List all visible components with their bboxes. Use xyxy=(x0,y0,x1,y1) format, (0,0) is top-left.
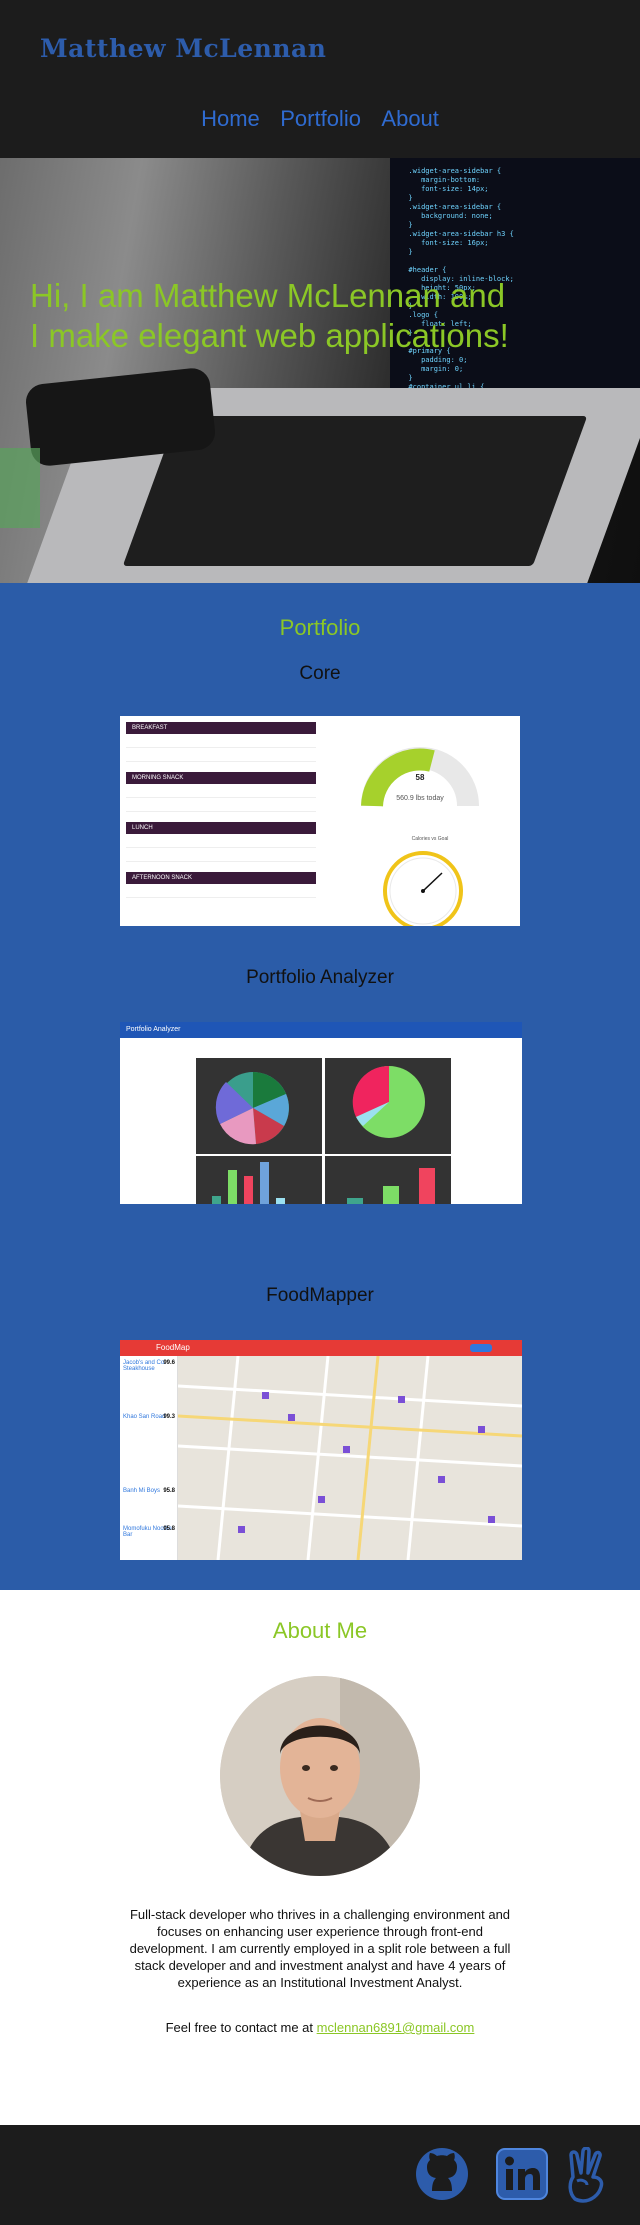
fm-map xyxy=(177,1355,522,1560)
fm-place-score: 95.8 xyxy=(163,1526,175,1532)
fm-place-name: Banh Mi Boys xyxy=(123,1488,161,1494)
meal-row xyxy=(126,734,316,748)
nav-about-link[interactable]: About xyxy=(381,106,439,131)
hero-line-2: I make elegant web applications! xyxy=(30,317,509,354)
portfolio-section: Portfolio Core BREAKFAST MORNING SNACK L… xyxy=(0,583,640,1590)
hero-paper xyxy=(0,448,40,528)
fm-place-name: Khao San Road xyxy=(123,1414,166,1420)
fm-place-name: Momofuku Noodle Bar xyxy=(123,1526,172,1538)
core-gauge2-title: Calories vs Goal xyxy=(411,836,449,842)
core-calorie-gauge xyxy=(383,851,463,926)
angellist-icon[interactable] xyxy=(565,2146,611,2208)
about-title: About Me xyxy=(272,1618,368,1643)
fm-map-roads xyxy=(177,1355,522,1560)
meal-header: MORNING SNACK xyxy=(126,772,316,784)
site-header: Matthew McLennan Home Portfolio About xyxy=(0,0,640,158)
core-gauge-value: 58 xyxy=(415,773,425,782)
meal-header: LUNCH xyxy=(126,822,316,834)
portfolio-title: Portfolio xyxy=(279,615,361,640)
project-preview-portfolio-analyzer[interactable]: Portfolio Analyzer xyxy=(120,1022,522,1204)
pa-panel-bar-1 xyxy=(196,1156,322,1204)
project-preview-core[interactable]: BREAKFAST MORNING SNACK LUNCH AFTERNOON … xyxy=(120,716,520,926)
meal-header: BREAKFAST xyxy=(126,722,316,734)
project-title-core: Core xyxy=(299,663,341,684)
project-preview-foodmapper[interactable]: FoodMap Jacob's and Co. Steakhouse 99.6 … xyxy=(120,1340,522,1560)
site-footer xyxy=(0,2125,640,2225)
pa-pie-chart-2 xyxy=(352,1065,425,1138)
email-link[interactable]: mclennan6891@gmail.com xyxy=(316,2020,475,2035)
nav-portfolio-link[interactable]: Portfolio xyxy=(280,106,361,131)
meal-header: AFTERNOON SNACK xyxy=(126,872,316,884)
fm-app-title: FoodMap xyxy=(120,1340,522,1356)
pa-panel-pie-1 xyxy=(196,1058,322,1154)
meal-row xyxy=(126,798,316,812)
pa-bar-chart-1 xyxy=(212,1162,285,1204)
fm-place-score: 95.8 xyxy=(163,1488,175,1494)
project-title-foodmapper: FoodMapper xyxy=(266,1285,374,1306)
core-meal-list: BREAKFAST MORNING SNACK LUNCH AFTERNOON … xyxy=(126,722,316,898)
meal-row xyxy=(126,848,316,862)
pa-panel-pie-2 xyxy=(325,1058,451,1154)
fm-place-name: Jacob's and Co. Steakhouse xyxy=(123,1360,166,1372)
fm-login-button xyxy=(470,1344,492,1352)
fm-place-list: Jacob's and Co. Steakhouse 99.6 Khao San… xyxy=(120,1356,178,1560)
core-weight-gauge xyxy=(361,747,479,807)
profile-portrait xyxy=(220,1676,420,1876)
nav-home-link[interactable]: Home xyxy=(201,106,260,131)
pa-pie-chart-1 xyxy=(215,1072,289,1145)
pa-bar-chart-2 xyxy=(347,1168,435,1204)
about-bio: Full-stack developer who thrives in a ch… xyxy=(129,1907,511,1990)
meal-row xyxy=(126,748,316,762)
fm-place-score: 99.6 xyxy=(163,1360,175,1366)
meal-row xyxy=(126,884,316,898)
pa-panel-bar-2 xyxy=(325,1156,451,1204)
meal-row xyxy=(126,784,316,798)
github-icon[interactable] xyxy=(415,2147,469,2206)
hero-line-1: Hi, I am Matthew McLennan and xyxy=(30,277,506,314)
hero-headline: Hi, I am Matthew McLennan and I make ele… xyxy=(30,276,590,356)
contact-line: Feel free to contact me at mclennan6891@… xyxy=(0,2020,640,2035)
pa-app-title: Portfolio Analyzer xyxy=(120,1022,522,1038)
main-nav: Home Portfolio About xyxy=(0,106,640,132)
profile-avatar xyxy=(220,1676,420,1876)
linkedin-icon[interactable] xyxy=(495,2147,549,2206)
fm-place-score: 99.3 xyxy=(163,1414,175,1420)
hero-banner: .widget-area-sidebar { margin-bottom: fo… xyxy=(0,158,640,583)
core-gauge-caption: 560.9 lbs today xyxy=(396,795,444,802)
project-title-portfolio-analyzer: Portfolio Analyzer xyxy=(246,967,394,988)
meal-row xyxy=(126,834,316,848)
site-logo[interactable]: Matthew McLennan xyxy=(40,34,327,63)
contact-prefix: Feel free to contact me at xyxy=(165,2020,317,2035)
